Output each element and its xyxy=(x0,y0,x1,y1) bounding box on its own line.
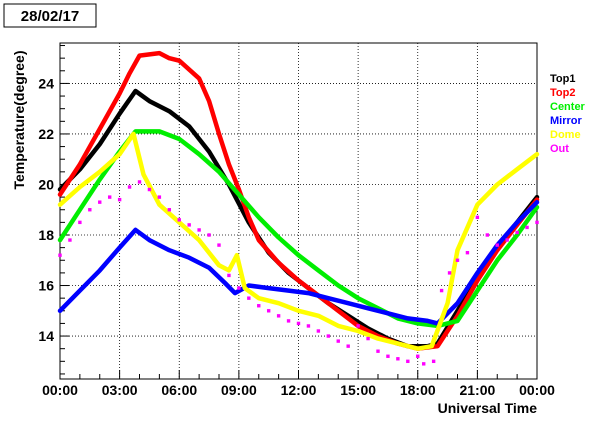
legend-entry-top1: Top1 xyxy=(550,73,575,85)
series-out-point xyxy=(78,220,82,225)
series-out-point xyxy=(316,329,321,333)
chart-title: 28/02/17 xyxy=(21,8,79,25)
series-out-point xyxy=(366,336,370,341)
series-out-point xyxy=(505,238,509,242)
series-center-line xyxy=(57,129,540,329)
series-out-point xyxy=(306,324,311,328)
legend-entry-center: Center xyxy=(550,101,586,113)
series-out-point xyxy=(439,288,444,293)
series-out-point xyxy=(326,334,331,338)
series-out-point xyxy=(207,233,211,237)
series-out-point xyxy=(197,228,201,232)
x-tick-label: 00:00 xyxy=(519,382,555,398)
series-out-point xyxy=(422,362,426,366)
series-layer xyxy=(57,50,540,366)
legend-entry-dome: Dome xyxy=(550,129,581,141)
series-out-point xyxy=(346,344,350,348)
series-out-point xyxy=(296,321,301,326)
series-out-point xyxy=(227,273,231,278)
legend-entry-top2: Top2 xyxy=(550,87,575,99)
x-tick-label: 21:00 xyxy=(459,382,495,398)
series-out-point xyxy=(157,195,162,199)
series-out-point xyxy=(237,286,241,290)
series-out-point xyxy=(447,271,452,275)
series-out-point xyxy=(257,304,261,308)
series-out-point xyxy=(147,187,152,192)
y-axis-title: Temperature(degree) xyxy=(11,50,27,189)
y-tick-label: 16 xyxy=(38,278,54,294)
series-out-point xyxy=(127,185,132,189)
series-out-point xyxy=(515,230,519,235)
series-out-point xyxy=(485,233,490,237)
series-top2-line xyxy=(57,50,540,351)
series-out-point xyxy=(88,208,92,212)
series-out-point xyxy=(356,324,360,328)
series-out-point xyxy=(455,258,460,262)
x-axis-title: Universal Time xyxy=(438,400,538,416)
series-out-point xyxy=(396,357,400,361)
series-out-point xyxy=(431,359,436,364)
y-tick-label: 20 xyxy=(38,176,54,192)
legend: Top1 Top2 Center Mirror Dome Out xyxy=(550,73,586,155)
series-out-point xyxy=(58,253,62,257)
y-tick-label: 18 xyxy=(38,227,54,243)
series-out-point xyxy=(276,314,281,318)
y-tick-label: 24 xyxy=(38,75,54,91)
series-dome-line xyxy=(57,131,540,351)
x-tick-label: 03:00 xyxy=(102,382,138,398)
legend-entry-mirror: Mirror xyxy=(550,115,583,127)
series-out-point xyxy=(416,354,420,358)
series-out-point xyxy=(117,197,122,202)
axes: 00:00 03:00 06:00 09:00 12:00 15:00 18:00 21:00… xyxy=(38,45,555,398)
x-tick-label: 06:00 xyxy=(161,382,197,398)
series-out-point xyxy=(376,349,380,353)
series-out-point xyxy=(465,250,470,255)
series-mirror-line xyxy=(57,199,540,326)
series-out-point xyxy=(68,238,72,242)
x-tick-label: 12:00 xyxy=(281,382,317,398)
series-out-point xyxy=(475,215,480,220)
series-out-point xyxy=(247,296,251,300)
series-out-point xyxy=(336,339,340,343)
y-tick-label: 14 xyxy=(38,328,54,344)
series-out-point xyxy=(266,309,271,313)
series-out-point xyxy=(535,220,539,225)
series-out-point xyxy=(286,319,291,323)
series-out-point xyxy=(217,243,221,247)
series-out-point xyxy=(495,243,499,247)
y-tick-label: 22 xyxy=(38,126,54,142)
series-out-point xyxy=(187,223,191,227)
series-out-point xyxy=(167,208,172,212)
series-out-point xyxy=(107,195,112,199)
x-tick-label: 09:00 xyxy=(221,382,257,398)
series-out-point xyxy=(386,354,390,358)
series-out-point xyxy=(406,359,410,364)
series-out-point xyxy=(98,200,102,204)
x-tick-label: 15:00 xyxy=(340,382,376,398)
x-tick-label: 00:00 xyxy=(42,382,78,398)
legend-entry-out: Out xyxy=(550,143,569,155)
series-out-point xyxy=(177,218,181,222)
date-box xyxy=(3,3,97,28)
series-out-point xyxy=(137,180,142,184)
series-out-point xyxy=(525,225,529,230)
x-tick-label: 18:00 xyxy=(400,382,436,398)
